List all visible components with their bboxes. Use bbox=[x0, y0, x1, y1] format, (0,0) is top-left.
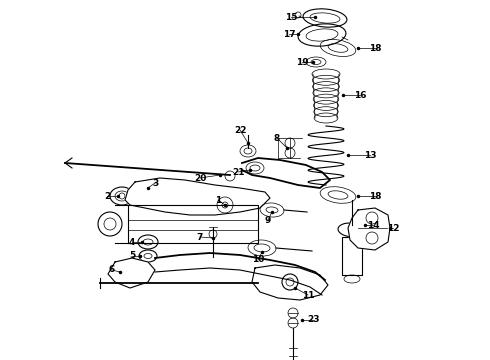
Text: 1: 1 bbox=[215, 195, 221, 204]
Text: 20: 20 bbox=[194, 174, 206, 183]
Text: 21: 21 bbox=[232, 167, 244, 176]
Bar bbox=[342, 237, 362, 275]
Polygon shape bbox=[125, 178, 270, 215]
Text: 8: 8 bbox=[274, 134, 280, 143]
Polygon shape bbox=[252, 265, 328, 300]
Text: 7: 7 bbox=[197, 233, 203, 242]
Text: 23: 23 bbox=[308, 315, 320, 324]
Bar bbox=[128, 205, 258, 243]
Polygon shape bbox=[348, 208, 390, 250]
Text: 17: 17 bbox=[283, 30, 295, 39]
Text: 11: 11 bbox=[302, 291, 314, 300]
Text: 5: 5 bbox=[129, 252, 135, 261]
Text: 18: 18 bbox=[369, 44, 381, 53]
Text: 16: 16 bbox=[354, 90, 366, 99]
Text: 14: 14 bbox=[367, 220, 379, 230]
Text: 10: 10 bbox=[252, 256, 264, 265]
Text: 15: 15 bbox=[285, 13, 297, 22]
Text: 13: 13 bbox=[364, 150, 376, 159]
Text: 18: 18 bbox=[369, 192, 381, 201]
Text: 19: 19 bbox=[295, 58, 308, 67]
Text: 2: 2 bbox=[104, 192, 110, 201]
Text: 22: 22 bbox=[234, 126, 246, 135]
Text: 12: 12 bbox=[387, 224, 399, 233]
Text: 6: 6 bbox=[109, 266, 115, 274]
Polygon shape bbox=[108, 258, 155, 288]
Text: 4: 4 bbox=[129, 238, 135, 247]
Text: 3: 3 bbox=[152, 179, 158, 188]
Text: 9: 9 bbox=[265, 216, 271, 225]
